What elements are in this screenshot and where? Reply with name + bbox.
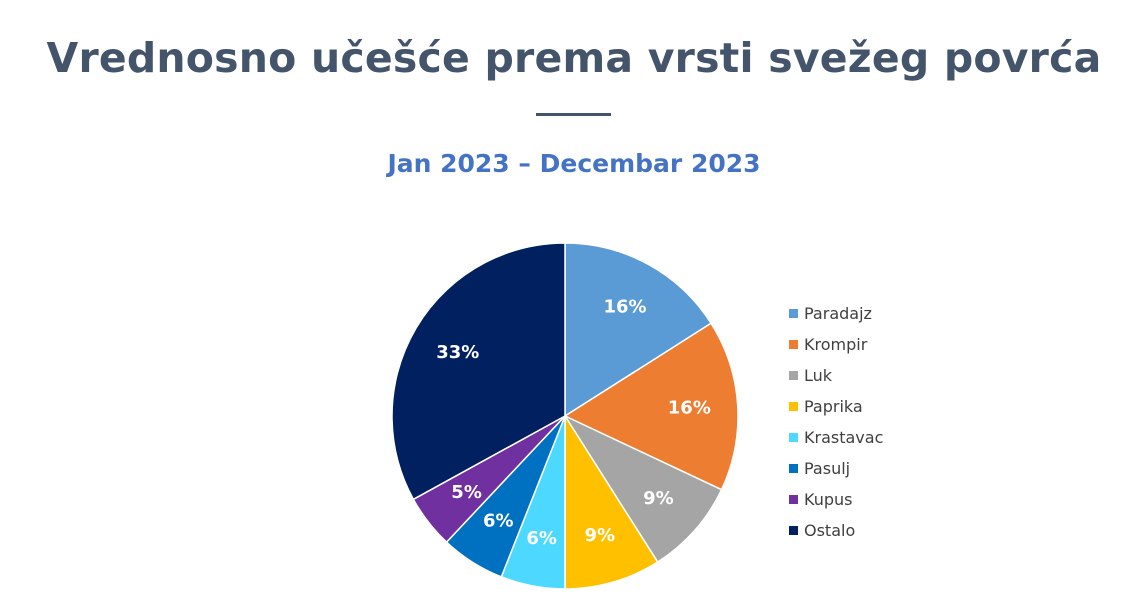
data-label-krastavac: 6% [526,528,557,549]
legend-swatch [789,526,798,535]
legend-swatch [789,340,798,349]
legend-swatch [789,495,798,504]
legend-label: Paradajz [804,304,872,323]
data-label-kupus: 5% [451,482,482,503]
legend-item-pasulj: Pasulj [789,453,883,484]
data-label-pasulj: 6% [483,511,514,532]
legend-swatch [789,402,798,411]
legend-item-paradajz: Paradajz [789,298,883,329]
pie-slice-paradajz [564,242,713,418]
legend-label: Ostalo [804,521,856,540]
legend-label: Luk [804,366,833,385]
pie-slice-krompir [563,322,739,491]
pie-slice-ostalo [391,242,566,501]
legend-item-krastavac: Krastavac [789,422,883,453]
pie-slice-luk [562,414,723,564]
legend-item-paprika: Paprika [789,391,883,422]
data-label-luk: 9% [643,488,674,509]
legend-label: Kupus [804,490,853,509]
legend-item-luk: Luk [789,360,883,391]
legend-label: Krompir [804,335,868,354]
legend-item-krompir: Krompir [789,329,883,360]
legend-label: Krastavac [804,428,884,447]
data-label-paradajz: 16% [603,296,646,317]
legend-item-ostalo: Ostalo [789,515,883,546]
title-divider [536,113,611,116]
legend-swatch [789,309,798,318]
chart-title: Vrednosno učešće prema vrsti svežeg povr… [46,34,1102,82]
data-label-paprika: 9% [584,525,615,546]
pie-slice-paprika [564,413,659,590]
chart-legend: Paradajz Krompir Luk Paprika Krastavac Pasulj… [789,298,883,546]
legend-swatch [789,433,798,442]
legend-swatch [789,464,798,473]
data-label-ostalo: 33% [436,342,479,363]
legend-swatch [789,371,798,380]
chart-subtitle: Jan 2023 – Decembar 2023 [387,149,761,178]
legend-label: Pasulj [804,459,851,478]
legend-item-kupus: Kupus [789,484,883,515]
legend-label: Paprika [804,397,863,416]
data-label-krompir: 16% [668,398,711,419]
